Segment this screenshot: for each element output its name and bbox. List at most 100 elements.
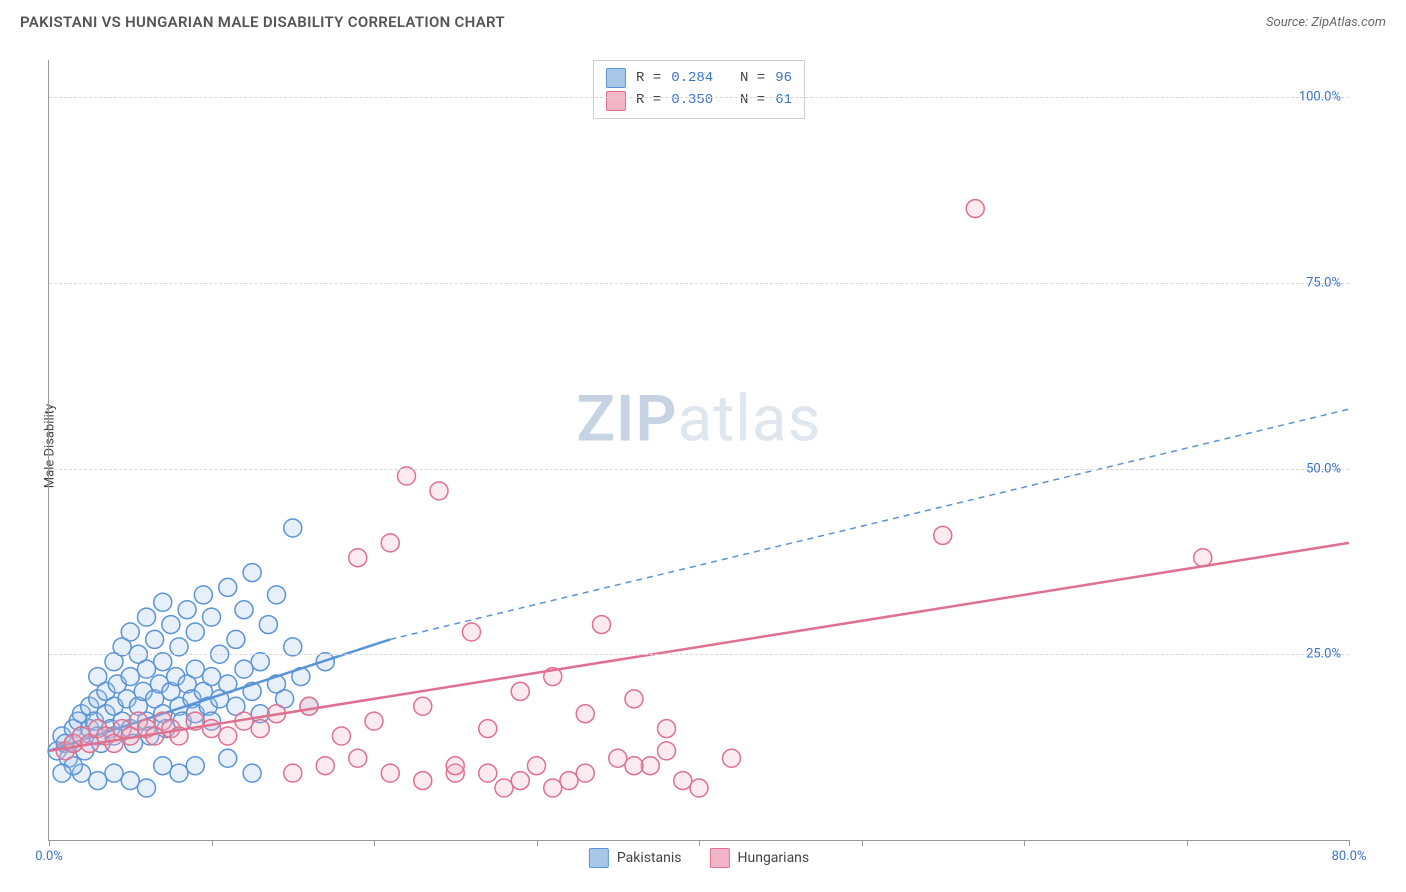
data-point-pakistanis	[186, 623, 204, 641]
swatch-pakistanis	[606, 68, 626, 88]
data-point-hungarians	[658, 742, 676, 760]
chart-plot-area: ZIPatlas R = 0.284 N = 96 R = 0.350 N = …	[48, 60, 1349, 841]
chart-title: PAKISTANI VS HUNGARIAN MALE DISABILITY C…	[20, 13, 505, 31]
x-tick	[862, 840, 863, 846]
r-value-hungarians: 0.350	[671, 89, 713, 111]
data-point-pakistanis	[162, 616, 180, 634]
data-point-hungarians	[284, 764, 302, 782]
data-point-pakistanis	[268, 586, 286, 604]
data-point-hungarians	[251, 720, 269, 738]
data-point-hungarians	[674, 772, 692, 790]
data-point-hungarians	[446, 757, 464, 775]
data-point-pakistanis	[259, 616, 277, 634]
data-point-hungarians	[934, 526, 952, 544]
data-point-hungarians	[641, 757, 659, 775]
data-point-hungarians	[414, 772, 432, 790]
data-point-pakistanis	[146, 630, 164, 648]
n-value-hungarians: 61	[775, 89, 792, 111]
data-point-pakistanis	[138, 779, 156, 797]
x-tick	[1187, 840, 1188, 846]
data-point-hungarians	[219, 727, 237, 745]
gridline	[49, 283, 1349, 284]
data-point-pakistanis	[243, 764, 261, 782]
gridline	[49, 97, 1349, 98]
x-tick	[1349, 840, 1350, 846]
x-tick	[49, 840, 50, 846]
legend-row-pakistanis: R = 0.284 N = 96	[606, 67, 792, 89]
trendline-dashed-pakistanis	[390, 409, 1349, 639]
data-point-hungarians	[381, 534, 399, 552]
data-point-pakistanis	[227, 630, 245, 648]
data-point-pakistanis	[251, 653, 269, 671]
legend-swatch-pakistanis	[589, 848, 609, 868]
data-point-hungarians	[479, 764, 497, 782]
series-legend: Pakistanis Hungarians	[589, 848, 809, 868]
data-point-pakistanis	[170, 638, 188, 656]
data-point-pakistanis	[121, 623, 139, 641]
data-point-pakistanis	[194, 586, 212, 604]
data-point-hungarians	[381, 764, 399, 782]
gridline	[49, 654, 1349, 655]
data-point-pakistanis	[235, 660, 253, 678]
legend-label-hungarians: Hungarians	[738, 850, 810, 866]
data-point-pakistanis	[219, 578, 237, 596]
data-point-hungarians	[414, 697, 432, 715]
data-point-pakistanis	[105, 764, 123, 782]
x-tick	[212, 840, 213, 846]
data-point-pakistanis	[170, 764, 188, 782]
x-tick-label: 0.0%	[35, 849, 63, 864]
data-point-pakistanis	[154, 653, 172, 671]
data-point-hungarians	[560, 772, 578, 790]
data-point-hungarians	[690, 779, 708, 797]
data-point-pakistanis	[186, 660, 204, 678]
data-point-hungarians	[528, 757, 546, 775]
y-tick-label: 25.0%	[1306, 647, 1341, 662]
data-point-hungarians	[576, 705, 594, 723]
data-point-hungarians	[316, 757, 334, 775]
data-point-pakistanis	[219, 749, 237, 767]
swatch-hungarians	[606, 91, 626, 111]
data-point-hungarians	[203, 720, 221, 738]
correlation-legend: R = 0.284 N = 96 R = 0.350 N = 61	[593, 60, 805, 119]
data-point-pakistanis	[121, 772, 139, 790]
data-point-pakistanis	[186, 757, 204, 775]
data-point-pakistanis	[235, 601, 253, 619]
data-point-hungarians	[463, 623, 481, 641]
data-point-pakistanis	[154, 593, 172, 611]
data-point-pakistanis	[243, 564, 261, 582]
x-tick	[537, 840, 538, 846]
data-point-pakistanis	[89, 772, 107, 790]
legend-row-hungarians: R = 0.350 N = 61	[606, 89, 792, 111]
data-point-hungarians	[511, 772, 529, 790]
data-point-pakistanis	[154, 757, 172, 775]
data-point-hungarians	[430, 482, 448, 500]
data-point-hungarians	[966, 200, 984, 218]
data-point-hungarians	[365, 712, 383, 730]
data-point-pakistanis	[284, 638, 302, 656]
header-bar: PAKISTANI VS HUNGARIAN MALE DISABILITY C…	[0, 0, 1406, 44]
data-point-hungarians	[495, 779, 513, 797]
data-point-pakistanis	[121, 668, 139, 686]
data-point-hungarians	[511, 682, 529, 700]
data-point-hungarians	[625, 757, 643, 775]
n-value-pakistanis: 96	[775, 67, 792, 89]
gridline	[49, 469, 1349, 470]
data-point-hungarians	[723, 749, 741, 767]
x-tick	[699, 840, 700, 846]
data-point-hungarians	[479, 720, 497, 738]
data-point-hungarians	[576, 764, 594, 782]
data-point-pakistanis	[53, 764, 71, 782]
x-tick-label: 80.0%	[1332, 849, 1367, 864]
data-point-hungarians	[300, 697, 318, 715]
x-tick	[1024, 840, 1025, 846]
legend-item-hungarians: Hungarians	[710, 848, 810, 868]
data-point-pakistanis	[178, 601, 196, 619]
data-point-pakistanis	[138, 608, 156, 626]
data-point-hungarians	[398, 467, 416, 485]
scatter-svg	[49, 60, 1349, 840]
r-value-pakistanis: 0.284	[671, 67, 713, 89]
legend-label-pakistanis: Pakistanis	[617, 850, 682, 866]
source-citation: Source: ZipAtlas.com	[1266, 15, 1386, 30]
data-point-hungarians	[593, 616, 611, 634]
y-tick-label: 50.0%	[1306, 461, 1341, 476]
